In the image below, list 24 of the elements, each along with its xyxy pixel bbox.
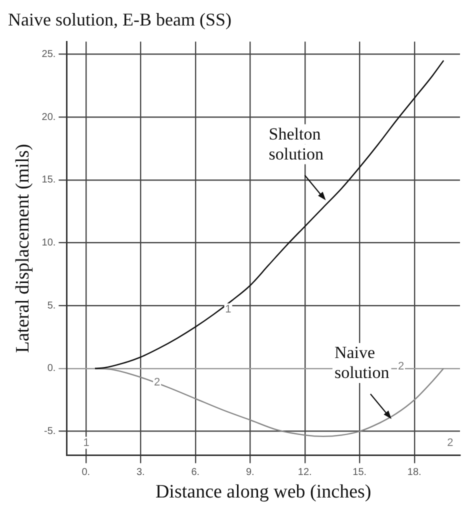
- y-tick-label: 5.: [47, 300, 56, 312]
- annotation: Shelton solution: [268, 124, 324, 164]
- chart-title: Naive solution, E-B beam (SS): [8, 10, 232, 30]
- y-tick-label: 10.: [42, 237, 56, 248]
- annotation: 2: [398, 360, 404, 372]
- annotation: 1: [225, 303, 232, 316]
- y-tick-label: 0.: [47, 363, 56, 374]
- x-tick-label: 12.: [298, 466, 312, 478]
- x-tick-label: 0.: [82, 466, 90, 478]
- y-tick-label: -5.: [44, 426, 56, 438]
- x-tick-label: 18.: [407, 466, 422, 478]
- x-tick-label: 3.: [136, 466, 145, 478]
- annotation: 2: [154, 376, 160, 388]
- annotation: 1: [83, 436, 90, 449]
- x-tick-label: 9.: [246, 466, 254, 478]
- x-axis-title: Distance along web (inches): [155, 482, 372, 503]
- y-tick-label: 25.: [42, 48, 56, 60]
- y-axis-title: Lateral displacement (mils): [12, 144, 34, 353]
- x-tick-label: 15.: [352, 466, 367, 478]
- annotation: 2: [447, 436, 454, 449]
- y-tick-label: 15.: [42, 174, 56, 186]
- annotation: Naive solution: [334, 343, 390, 382]
- y-tick-label: 20.: [42, 112, 56, 123]
- x-tick-label: 6.: [191, 466, 200, 478]
